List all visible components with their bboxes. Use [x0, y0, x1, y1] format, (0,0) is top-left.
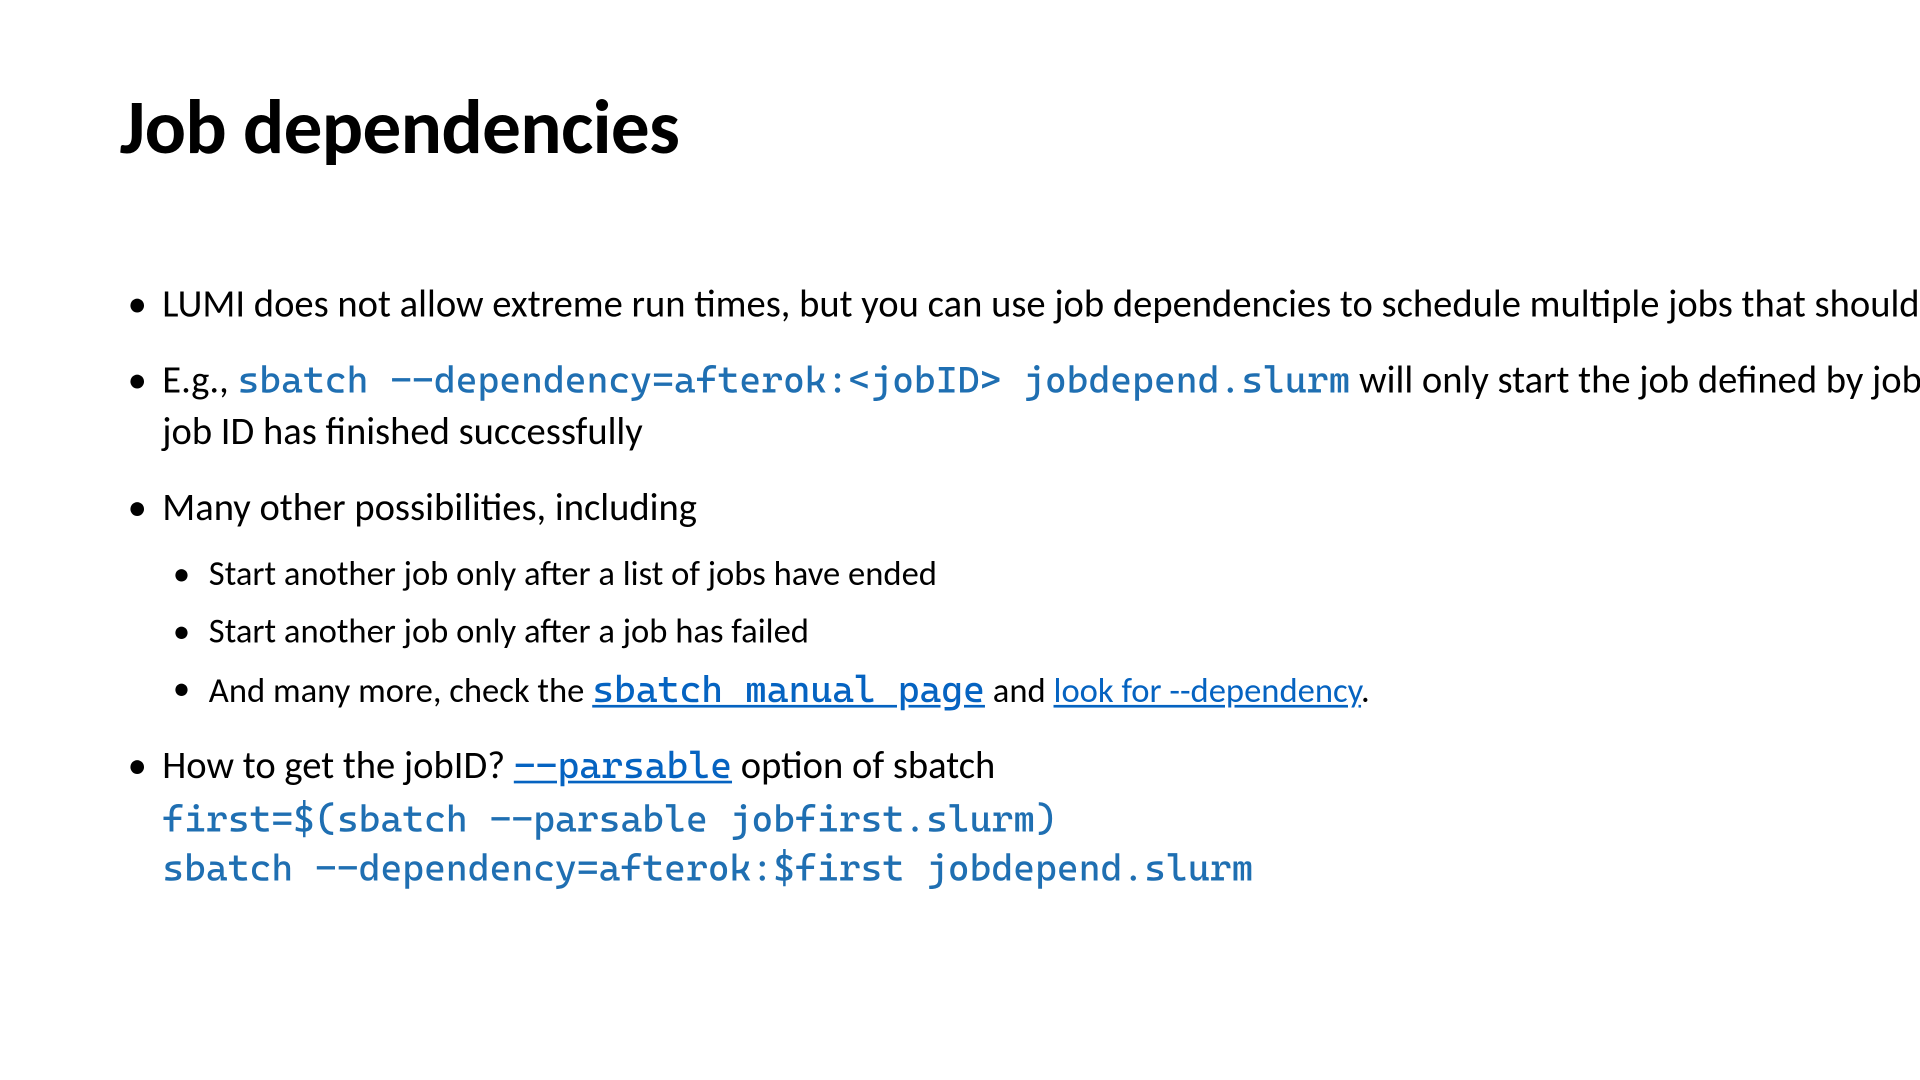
bullet-3-text: Many other possibilities, including [162, 483, 697, 531]
dependency-link[interactable]: look for --dependency [1054, 669, 1362, 712]
slide-title: Job dependencies [120, 80, 1920, 174]
bullet-item-3: Many other possibilities, including Star… [120, 482, 1920, 715]
sub-bullet-2: Start another job only after a job has f… [162, 607, 1920, 654]
sbatch-manual-link[interactable]: sbatch manual page [592, 667, 985, 711]
sub-bullet-3: And many more, check the sbatch manual p… [162, 665, 1920, 715]
bullet-list: LUMI does not allow extreme run times, b… [120, 278, 1920, 894]
code-line-1: first=$(sbatch --parsable jobfirst.slurm… [162, 796, 1057, 840]
bullet-item-2: E.g., sbatch --dependency=afterok:<jobID… [120, 354, 1920, 458]
bullet-item-1: LUMI does not allow extreme run times, b… [120, 278, 1920, 330]
bullet-1-text: LUMI does not allow extreme run times, b… [162, 279, 1920, 327]
slide: Job dependencies LUMI does not allow ext… [0, 0, 1920, 1080]
sub-bullet-1-text: Start another job only after a list of j… [209, 551, 937, 594]
sub-bullet-2-text: Start another job only after a job has f… [209, 609, 809, 652]
code-block: first=$(sbatch --parsable jobfirst.slurm… [162, 794, 1920, 895]
sub-bullet-3-mid: and [985, 669, 1054, 712]
sub-bullet-1: Start another job only after a list of j… [162, 550, 1920, 597]
sub-bullet-3-prefix: And many more, check the [209, 669, 592, 712]
bullet-2-code: sbatch --dependency=afterok:<jobID> jobd… [237, 358, 1350, 402]
bullet-4-prefix: How to get the jobID? [162, 740, 514, 788]
sub-bullet-3-suffix: . [1361, 669, 1370, 712]
parsable-link[interactable]: --parsable [514, 743, 732, 787]
code-line-2: sbatch --dependency=afterok:$first jobde… [162, 847, 1253, 891]
bullet-4-suffix: option of sbatch [732, 740, 995, 788]
bullet-2-prefix: E.g., [162, 355, 237, 403]
sub-bullet-list: Start another job only after a list of j… [162, 550, 1920, 715]
bullet-item-4: How to get the jobID? --parsable option … [120, 739, 1920, 894]
